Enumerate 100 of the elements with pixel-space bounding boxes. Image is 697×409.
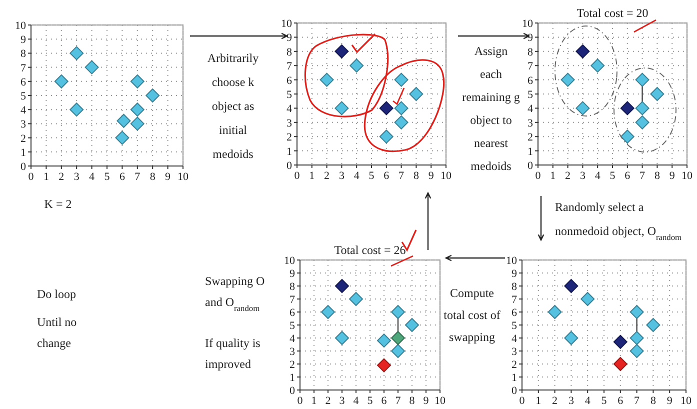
- y-tick-label: 5: [528, 89, 534, 101]
- y-tick-label: 7: [512, 294, 518, 306]
- x-tick-label: 1: [550, 170, 556, 182]
- x-tick-label: 0: [519, 395, 526, 407]
- point: [116, 114, 131, 128]
- point: [335, 331, 349, 345]
- x-tick-label: 6: [624, 170, 631, 182]
- x-tick-label: 7: [398, 170, 405, 182]
- point: [379, 130, 394, 144]
- point: [334, 101, 349, 116]
- x-tick-label: 7: [134, 171, 141, 183]
- point: [130, 74, 144, 88]
- x-tick-label: 7: [640, 170, 646, 182]
- point: [394, 101, 408, 116]
- x-tick-label: 9: [423, 395, 430, 407]
- y-tick-label: 3: [286, 117, 292, 130]
- text: Until no change: [37, 315, 77, 350]
- point: [405, 318, 419, 332]
- y-tick-label: 9: [290, 268, 296, 280]
- x-tick-label: 4: [584, 395, 591, 407]
- x-tick-label: 3: [74, 171, 80, 183]
- y-tick-label: 8: [528, 46, 534, 58]
- point: [630, 344, 644, 358]
- x-tick-label: 6: [618, 395, 624, 407]
- text: Swapping O and O$_{random}$: [205, 274, 265, 312]
- x-tick-label: 10: [178, 171, 189, 183]
- point: [613, 334, 628, 349]
- y-tick-label: 2: [528, 132, 533, 144]
- point: [646, 318, 660, 332]
- x-tick-label: 5: [601, 395, 608, 407]
- point: [84, 60, 99, 74]
- y-tick-label: 2: [512, 359, 517, 371]
- y-tick-label: 1: [290, 372, 295, 384]
- x-tick-label: 4: [353, 395, 360, 407]
- x-tick-label: 10: [680, 395, 692, 407]
- x-tick-label: 3: [339, 395, 346, 407]
- point: [650, 87, 664, 101]
- y-tick-label: 3: [512, 346, 518, 358]
- point: [576, 101, 590, 116]
- x-tick-label: 9: [669, 170, 676, 182]
- y-tick-label: 4: [512, 333, 518, 345]
- y-tick-label: 0: [286, 160, 292, 172]
- x-tick-label: 3: [580, 170, 586, 182]
- y-tick-label: 0: [20, 161, 26, 173]
- point: [54, 74, 68, 88]
- y-tick-label: 10: [522, 18, 534, 30]
- point: [70, 102, 84, 117]
- y-tick-label: 8: [512, 281, 518, 293]
- x-tick-label: 3: [568, 395, 574, 407]
- y-tick-label: 4: [20, 104, 26, 117]
- x-tick-label: 1: [536, 395, 542, 407]
- point: [630, 331, 644, 345]
- point: [564, 331, 578, 345]
- point: [409, 87, 424, 101]
- x-tick-label: 5: [610, 170, 616, 182]
- y-tick-label: 6: [290, 307, 296, 319]
- x-tick-label: 8: [654, 170, 660, 182]
- x-tick-label: 2: [325, 395, 331, 407]
- x-tick-label: 6: [381, 395, 388, 407]
- point: [334, 44, 349, 58]
- x-tick-label: 8: [650, 395, 656, 407]
- point: [635, 72, 650, 87]
- text: Arbitrarily choose k object as initial medoids: [207, 51, 259, 161]
- point: [576, 44, 590, 58]
- y-tick-label: 4: [286, 103, 292, 116]
- point: [320, 72, 334, 87]
- point: [613, 357, 628, 371]
- x-tick-label: 10: [434, 395, 446, 407]
- x-tick-label: 6: [119, 171, 126, 183]
- y-tick-label: 8: [286, 46, 292, 58]
- point: [394, 115, 408, 130]
- x-tick-label: 2: [565, 170, 571, 182]
- y-tick-label: 10: [284, 255, 296, 267]
- y-tick-label: 2: [290, 359, 295, 371]
- x-tick-label: 8: [413, 170, 420, 182]
- point: [115, 130, 130, 145]
- x-tick-label: 5: [368, 170, 375, 182]
- point: [635, 115, 650, 130]
- y-tick-label: 9: [286, 32, 292, 44]
- y-tick-label: 3: [528, 117, 534, 130]
- text: Compute total cost of swapping: [444, 286, 500, 344]
- point: [560, 72, 575, 87]
- x-tick-label: 5: [104, 171, 110, 183]
- y-tick-label: 0: [512, 385, 518, 397]
- x-tick-label: 9: [428, 170, 434, 182]
- y-tick-label: 2: [286, 132, 292, 144]
- x-tick-label: 4: [594, 170, 601, 182]
- x-tick-label: 7: [395, 395, 402, 407]
- x-tick-label: 1: [311, 395, 317, 407]
- y-tick-label: 3: [20, 118, 26, 131]
- x-tick-label: 6: [384, 170, 390, 182]
- point: [130, 102, 144, 117]
- point: [130, 116, 144, 131]
- text: K = 2: [44, 197, 72, 211]
- text: Do loop: [37, 287, 76, 301]
- y-tick-label: 3: [290, 346, 296, 358]
- point: [377, 334, 391, 348]
- point: [391, 331, 405, 345]
- x-tick-label: 9: [165, 171, 172, 183]
- x-tick-label: 9: [666, 395, 673, 407]
